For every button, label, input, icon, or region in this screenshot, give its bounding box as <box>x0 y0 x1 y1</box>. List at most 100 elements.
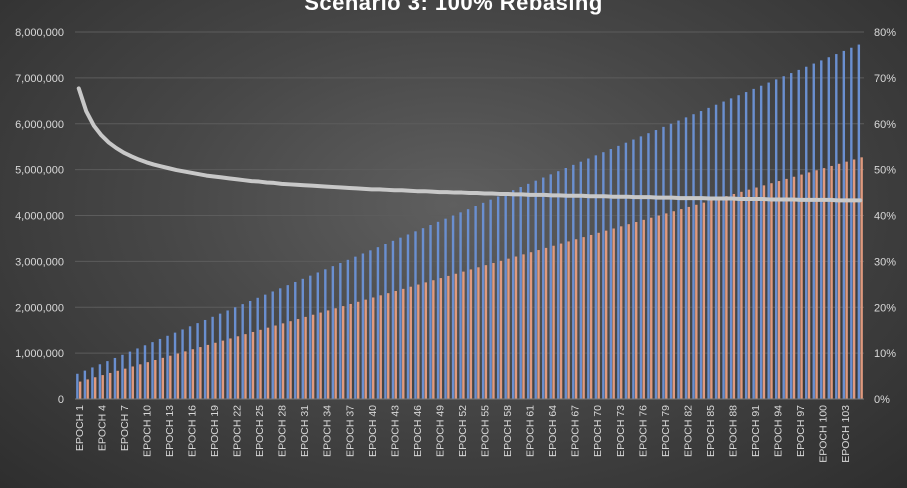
bar-series-1 <box>143 345 147 399</box>
bar-series-1 <box>173 332 177 399</box>
bar-series-2 <box>454 273 458 399</box>
bar-series-2 <box>695 204 698 399</box>
bar-series-1 <box>662 126 665 399</box>
y-tick-label-left: 6,000,000 <box>15 119 64 131</box>
x-tick-label: EPOCH 34 <box>322 405 334 457</box>
x-tick-label: EPOCH 76 <box>637 405 649 457</box>
bar-series-1 <box>264 294 267 399</box>
bar-series-2 <box>93 377 97 399</box>
x-tick-label: EPOCH 28 <box>277 405 289 457</box>
x-tick-label: EPOCH 70 <box>592 405 604 457</box>
bar-series-2 <box>514 256 518 399</box>
x-tick-label: EPOCH 13 <box>164 405 176 457</box>
bar-series-2 <box>785 178 788 399</box>
bar-series-2 <box>830 165 833 399</box>
bar-series-1 <box>436 221 440 399</box>
x-tick-label: EPOCH 55 <box>480 405 492 457</box>
bar-series-2 <box>109 372 112 399</box>
bar-series-2 <box>627 224 630 399</box>
x-axis: EPOCH 1 EPOCH 4 EPOCH 7 EPOCH 10 EPOCH 13 EPO… <box>74 398 864 463</box>
bar-series-2 <box>281 323 285 399</box>
bar-series-2 <box>349 303 352 399</box>
bar-series-2 <box>747 189 751 399</box>
bar-series-2 <box>650 217 653 399</box>
x-tick-label: EPOCH 73 <box>615 405 627 457</box>
bar-series-2 <box>492 262 495 399</box>
bar-series-1 <box>136 348 139 399</box>
bar-series-2 <box>755 187 758 399</box>
bar-series-2 <box>635 222 638 399</box>
bar-series-2 <box>251 331 255 399</box>
bar-series-1 <box>474 206 477 399</box>
bar-series-1 <box>699 111 703 399</box>
bar-series-2 <box>387 293 390 399</box>
y-tick-label-left: 0 <box>58 394 64 406</box>
bar-series-1 <box>414 231 417 399</box>
y-tick-label-left: 1,000,000 <box>15 348 64 360</box>
bar-series-2 <box>777 181 781 399</box>
bar-series-2 <box>484 265 488 399</box>
bar-series-2 <box>417 284 420 399</box>
bar-series-1 <box>496 196 500 399</box>
x-tick-label: EPOCH 88 <box>728 405 740 457</box>
bar-series-2 <box>507 258 510 399</box>
bar-series-1 <box>256 297 259 399</box>
bar-series-2 <box>184 351 187 399</box>
bar-series-2 <box>154 360 157 399</box>
bar-series-2 <box>311 314 315 399</box>
bar-series-2 <box>304 316 307 399</box>
bar-series-1 <box>301 278 304 399</box>
bar-series-1 <box>647 133 650 399</box>
bar-series-1 <box>466 209 470 399</box>
bar-series-2 <box>672 211 675 399</box>
bar-series-2 <box>199 347 202 399</box>
y-tick-label-right: 10% <box>874 348 896 360</box>
bar-series-2 <box>770 183 773 399</box>
x-tick-label: EPOCH 49 <box>434 405 446 457</box>
x-tick-label: EPOCH 40 <box>367 405 379 457</box>
x-tick-label: EPOCH 64 <box>547 405 559 457</box>
bar-series-2 <box>139 364 142 399</box>
bar-series-1 <box>549 174 552 399</box>
bar-series-1 <box>759 85 763 399</box>
bar-series-2 <box>424 282 428 399</box>
bar-series-2 <box>379 295 382 399</box>
bar-series-1 <box>752 88 755 399</box>
bar-series-2 <box>717 198 721 399</box>
x-tick-label: EPOCH 52 <box>457 405 469 457</box>
bar-series-2 <box>837 163 841 399</box>
bar-series-1 <box>309 275 312 399</box>
y-tick-label-right: 30% <box>874 256 896 268</box>
y-tick-label-left: 2,000,000 <box>15 302 64 314</box>
bar-series-2 <box>432 280 435 399</box>
bar-series-1 <box>850 47 853 399</box>
bar-series-2 <box>582 237 585 399</box>
bar-series-1 <box>128 351 132 399</box>
bar-series-1 <box>820 60 823 399</box>
x-tick-label: EPOCH 58 <box>502 405 514 457</box>
bar-series-2 <box>356 301 360 399</box>
x-tick-label: EPOCH 82 <box>682 405 694 457</box>
bar-series-1 <box>617 145 620 399</box>
bar-series-1 <box>542 177 545 399</box>
bar-series-1 <box>737 95 740 399</box>
bar-series-1 <box>782 76 785 399</box>
bar-series-2 <box>845 161 848 399</box>
bar-series-1 <box>384 243 387 399</box>
x-tick-label: EPOCH 91 <box>750 405 762 457</box>
x-tick-label: EPOCH 16 <box>186 405 198 457</box>
bar-series-1 <box>76 373 79 399</box>
bar-series-2 <box>402 288 405 399</box>
bar-series-1 <box>790 73 793 399</box>
bar-series-2 <box>499 260 503 399</box>
bar-series-2 <box>146 362 149 399</box>
x-tick-label: EPOCH 103 <box>840 405 852 463</box>
bar-series-2 <box>567 241 570 399</box>
bar-series-2 <box>86 379 89 399</box>
bar-series-1 <box>106 361 109 399</box>
bar-series-1 <box>151 342 154 399</box>
y-axis-left: 0 1,000,000 2,000,000 3,000,000 4,000,000 5,0… <box>15 27 64 406</box>
bar-series-1 <box>294 281 297 399</box>
bar-series-1 <box>827 57 830 399</box>
bar-series-2 <box>807 172 811 399</box>
